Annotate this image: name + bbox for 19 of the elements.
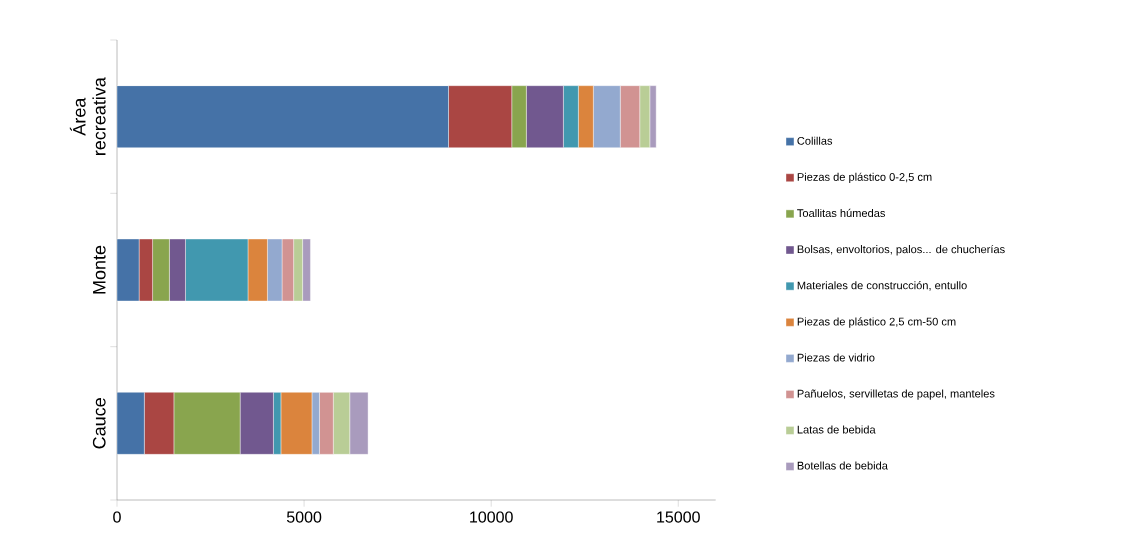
legend-label: Bolsas, envoltorios, palos... de chucherías bbox=[797, 244, 1005, 256]
bar bbox=[117, 392, 145, 455]
legend-label: Botellas de bebida bbox=[797, 461, 888, 470]
y-tick-label: Monte bbox=[93, 245, 106, 294]
legend-label: Piezas de plástico 0-2,5 cm bbox=[797, 172, 932, 184]
legend-label: Latas de bebida bbox=[797, 425, 876, 434]
legend-label: Piezas de plástico 2,5 cm-50 cm bbox=[797, 317, 956, 328]
x-tick-label: 5000 bbox=[286, 511, 322, 523]
bar bbox=[117, 85, 449, 148]
x-tick-label: 0 bbox=[113, 511, 121, 523]
legend-label: Colillas bbox=[797, 136, 833, 145]
y-tick-label: Área recreativa bbox=[69, 77, 106, 155]
x-tick-label: 10000 bbox=[470, 511, 513, 523]
legend-label: Materiales de construcción, entullo bbox=[797, 281, 967, 291]
legend-label: Pañuelos, servilletas de papel, manteles bbox=[797, 389, 995, 400]
x-tick-label: 15000 bbox=[657, 511, 700, 523]
y-tick-label: Cauce bbox=[92, 398, 106, 449]
legend-label: Toallitas húmedas bbox=[797, 208, 886, 218]
legend-label: Piezas de vidrio bbox=[797, 353, 875, 362]
